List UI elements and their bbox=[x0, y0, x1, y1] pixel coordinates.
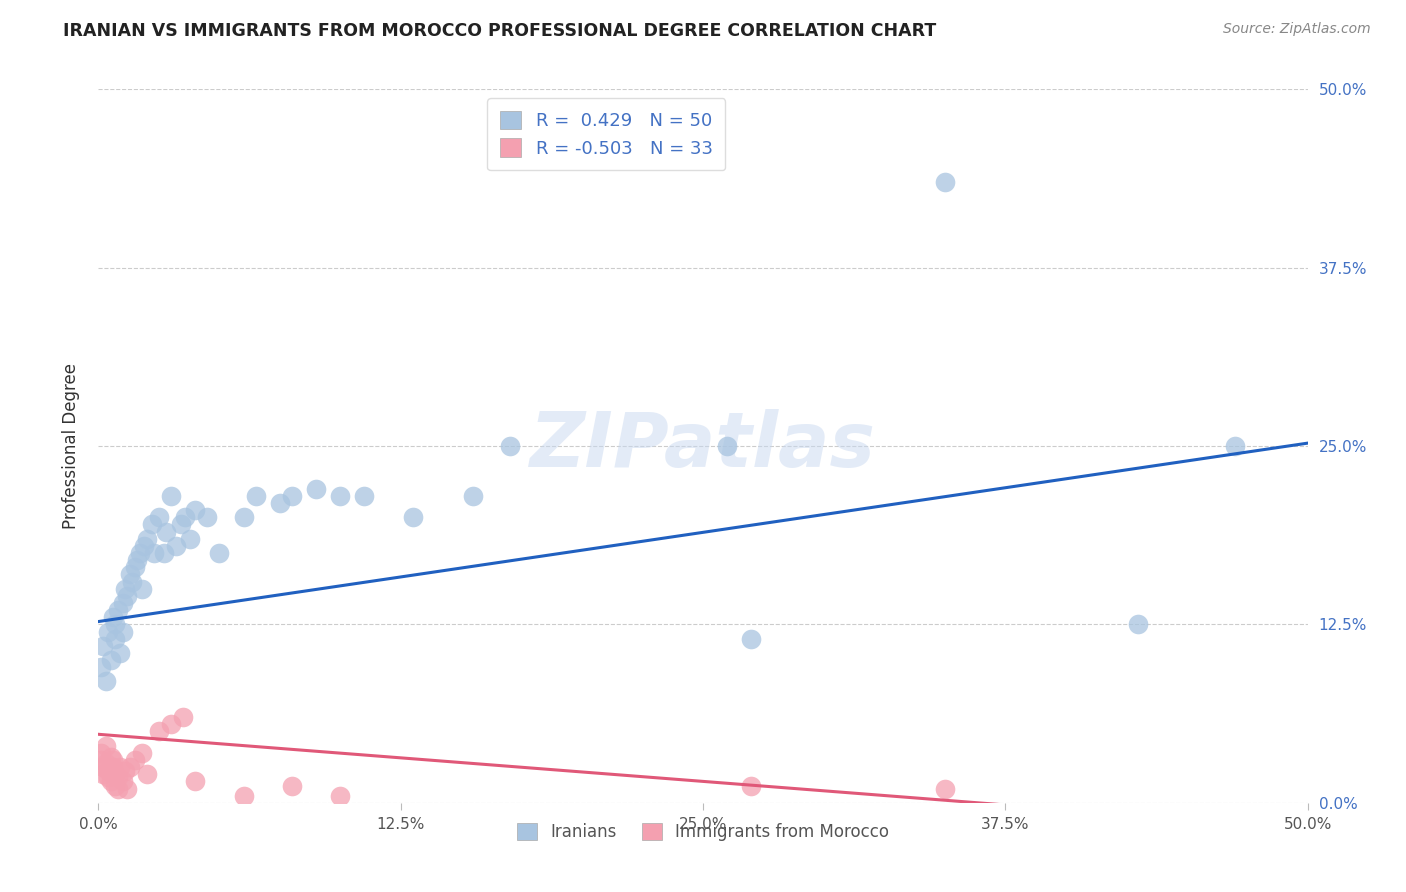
Point bbox=[97, 764, 120, 779]
Point bbox=[160, 489, 183, 503]
Point bbox=[498, 439, 520, 453]
Point bbox=[281, 489, 304, 503]
Point bbox=[101, 760, 124, 774]
Point bbox=[107, 781, 129, 796]
Point bbox=[131, 582, 153, 596]
Point bbox=[91, 639, 114, 653]
Point bbox=[148, 510, 170, 524]
Point bbox=[402, 510, 425, 524]
Point bbox=[232, 510, 254, 524]
Point bbox=[104, 767, 127, 781]
Point bbox=[94, 739, 117, 753]
Point bbox=[934, 175, 956, 189]
Point bbox=[134, 539, 156, 553]
Point bbox=[353, 489, 375, 503]
Point bbox=[172, 710, 194, 724]
Point bbox=[131, 746, 153, 760]
Point bbox=[305, 482, 328, 496]
Point bbox=[107, 603, 129, 617]
Point bbox=[101, 610, 124, 624]
Point bbox=[121, 574, 143, 589]
Point bbox=[141, 517, 163, 532]
Point bbox=[1128, 617, 1150, 632]
Point bbox=[740, 632, 762, 646]
Point bbox=[90, 660, 112, 674]
Point bbox=[269, 496, 291, 510]
Point bbox=[104, 617, 127, 632]
Point bbox=[100, 774, 122, 789]
Point bbox=[135, 767, 157, 781]
Point bbox=[108, 760, 131, 774]
Point bbox=[118, 567, 141, 582]
Point bbox=[208, 546, 231, 560]
Point bbox=[155, 524, 177, 539]
Point bbox=[127, 553, 149, 567]
Point bbox=[97, 770, 120, 784]
Point bbox=[111, 774, 134, 789]
Point bbox=[1223, 439, 1246, 453]
Point bbox=[91, 767, 114, 781]
Point bbox=[232, 789, 254, 803]
Point bbox=[184, 503, 207, 517]
Point bbox=[148, 724, 170, 739]
Point bbox=[94, 674, 117, 689]
Point bbox=[101, 753, 124, 767]
Point bbox=[281, 779, 304, 793]
Point bbox=[184, 774, 207, 789]
Legend: Iranians, Immigrants from Morocco: Iranians, Immigrants from Morocco bbox=[510, 816, 896, 848]
Text: IRANIAN VS IMMIGRANTS FROM MOROCCO PROFESSIONAL DEGREE CORRELATION CHART: IRANIAN VS IMMIGRANTS FROM MOROCCO PROFE… bbox=[63, 22, 936, 40]
Point bbox=[165, 539, 187, 553]
Point bbox=[117, 781, 139, 796]
Point bbox=[104, 632, 127, 646]
Y-axis label: Professional Degree: Professional Degree bbox=[62, 363, 80, 529]
Point bbox=[90, 753, 112, 767]
Point bbox=[97, 624, 120, 639]
Point bbox=[100, 750, 122, 764]
Point bbox=[463, 489, 485, 503]
Point bbox=[329, 789, 352, 803]
Point bbox=[716, 439, 738, 453]
Point bbox=[124, 560, 146, 574]
Text: Source: ZipAtlas.com: Source: ZipAtlas.com bbox=[1223, 22, 1371, 37]
Point bbox=[329, 489, 352, 503]
Point bbox=[118, 760, 141, 774]
Point bbox=[174, 510, 197, 524]
Point bbox=[934, 781, 956, 796]
Point bbox=[94, 756, 117, 770]
Point bbox=[179, 532, 201, 546]
Point bbox=[128, 546, 150, 560]
Point bbox=[152, 546, 174, 560]
Point bbox=[143, 546, 166, 560]
Point bbox=[740, 779, 762, 793]
Point bbox=[90, 746, 112, 760]
Point bbox=[114, 582, 136, 596]
Point bbox=[160, 717, 183, 731]
Point bbox=[108, 646, 131, 660]
Point bbox=[114, 764, 136, 779]
Point bbox=[117, 589, 139, 603]
Point bbox=[195, 510, 218, 524]
Point bbox=[169, 517, 191, 532]
Point bbox=[124, 753, 146, 767]
Point bbox=[107, 770, 129, 784]
Point bbox=[111, 596, 134, 610]
Point bbox=[135, 532, 157, 546]
Point bbox=[100, 653, 122, 667]
Point bbox=[91, 760, 114, 774]
Point bbox=[111, 624, 134, 639]
Text: ZIPatlas: ZIPatlas bbox=[530, 409, 876, 483]
Point bbox=[245, 489, 267, 503]
Point bbox=[104, 779, 127, 793]
